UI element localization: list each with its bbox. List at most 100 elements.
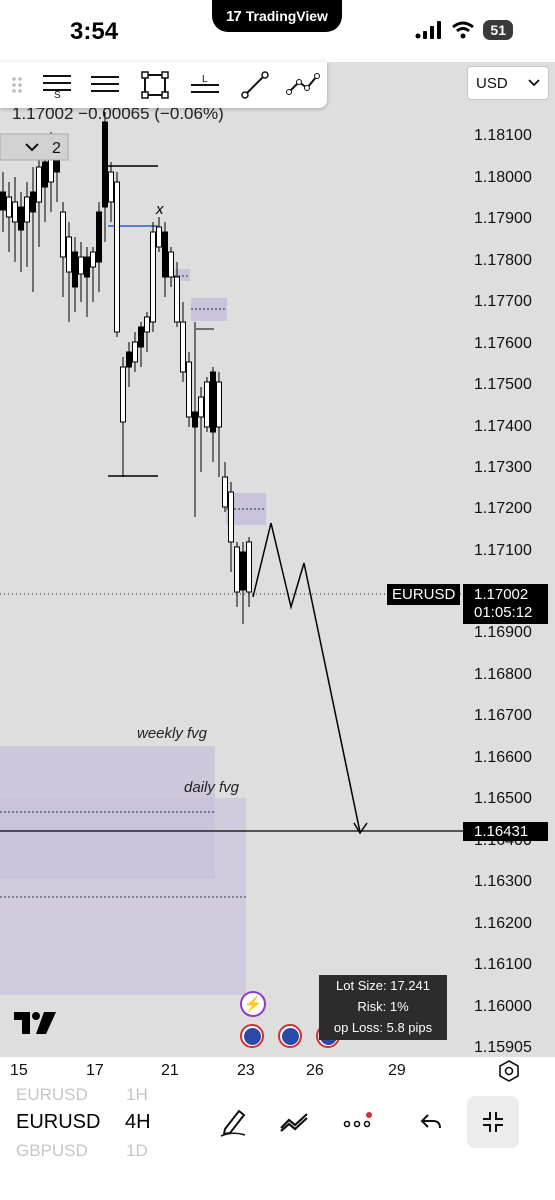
l-levels-icon[interactable]: L [188,68,222,102]
status-icons: 51 [415,20,513,40]
price-axis-label: 1.18100 [474,127,532,144]
candle-body [24,196,30,223]
price-axis-label: 1.17100 [474,542,532,559]
svg-text:L: L [202,74,208,85]
candle-body [222,476,228,508]
candle-body [162,231,168,278]
position-info-box: Lot Size: 17.241 Risk: 1% op Loss: 5.8 p… [319,975,447,1040]
date-label: 17 [86,1062,104,1079]
s-levels-icon[interactable]: S [40,68,74,102]
path-icon[interactable] [286,68,320,102]
more-icon[interactable] [343,1107,373,1137]
bar-countdown: 01:05:12 [474,604,533,621]
exit-fullscreen-button[interactable] [467,1096,519,1148]
candle-body [120,366,126,423]
active-symbol-name[interactable]: EURUSD [16,1111,101,1133]
eu-flag-event-icon[interactable] [278,1024,302,1048]
target-price-tag: 1.16431 [463,822,548,841]
symbol-tag: EURUSD [387,584,461,605]
candle-body [66,236,72,273]
currency-select[interactable]: USD [467,66,549,100]
app-pill-label: TradingView [245,8,328,24]
chevron-down-icon [25,143,39,152]
pen-icon[interactable] [218,1107,248,1137]
candle-body [72,251,78,288]
candle-body [204,381,210,428]
current-price: 1.17002 [474,586,529,603]
candle-body [150,231,156,323]
price-axis-label: 1.17300 [474,459,532,476]
price-axis-label: 1.17900 [474,210,532,227]
undo-icon[interactable] [416,1107,446,1137]
collapse-icon [483,1112,503,1132]
trendline-icon[interactable] [238,68,272,102]
indicators-icon[interactable] [279,1107,309,1137]
candle-body [12,201,18,223]
candle-body [42,161,48,188]
candle-body [210,371,216,433]
symbol-option-name[interactable]: EURUSD [16,1085,88,1104]
candle-body [180,321,186,373]
symbol-option-interval[interactable]: 1H [126,1085,148,1104]
candle-body [102,121,108,208]
candle-body [174,276,180,323]
candle-body [60,211,66,258]
candle-body [192,411,198,428]
price-chart[interactable]: 1.18100 1.18000 1.17900 1.17800 1.17700 1.176… [0,62,555,1057]
symbol-option-interval[interactable]: 1D [126,1141,148,1160]
date-label: 21 [161,1062,179,1079]
weekly-fvg-label: weekly fvg [137,725,208,742]
candle-body [216,381,222,428]
chart-area[interactable]: 1.18100 1.18000 1.17900 1.17800 1.17700 1.176… [0,62,555,1057]
flash-event-icon[interactable]: ⚡ [240,991,266,1017]
candle-body [228,491,234,543]
price-axis-label: 1.17600 [474,335,532,352]
price-axis-label: 1.16000 [474,998,532,1015]
price-axis-label: 1.16200 [474,915,532,932]
price-axis-label: 1.16700 [474,707,532,724]
date-label: 23 [237,1062,255,1079]
candle-body [6,196,12,218]
tradingview-logo [14,1012,56,1034]
price-axis-label: 1.18000 [474,169,532,186]
price-axis-label: 1.16500 [474,790,532,807]
signal-icon [415,21,442,39]
app-pill[interactable]: 17 TradingView [212,0,342,32]
risk: Risk: 1% [357,999,409,1014]
symbol-option-name[interactable]: GBPUSD [16,1141,88,1160]
daily-fvg-label: daily fvg [184,779,240,796]
candle-body [132,341,138,363]
candle-body [36,166,42,203]
tradingview-mini-logo: 17 [226,7,242,25]
price-axis-label: 1.16900 [474,624,532,641]
price-axis-label: 1.15905 [474,1039,532,1056]
rectangle-icon[interactable] [138,68,172,102]
candle-body [96,211,102,263]
battery-indicator: 51 [483,20,513,40]
x-mark: x [155,201,164,218]
candle-body [240,551,246,591]
candle-body [108,171,114,203]
date-label: 29 [388,1062,406,1079]
lines-icon[interactable] [88,68,122,102]
stop-loss: op Loss: 5.8 pips [333,1020,433,1035]
legend-count: 2 [52,140,61,157]
eu-flag-event-icon[interactable] [240,1024,264,1048]
price-axis-label: 1.17400 [474,418,532,435]
candle-body [48,156,54,183]
price-axis-label: 1.16600 [474,749,532,766]
wifi-icon [452,21,475,39]
price-axis-label: 1.17200 [474,500,532,517]
date-axis[interactable]: 15 17 21 23 26 29 [0,1057,555,1085]
candlesticks [0,112,252,624]
legend-ohlc: 1.17002 −0.00065 (−0.06%) [12,104,224,123]
projection-path [252,522,361,833]
candle-body [18,206,24,231]
chart-settings-icon[interactable] [498,1060,520,1082]
svg-text:S: S [54,90,61,99]
candle-body [246,541,252,593]
active-symbol-interval[interactable]: 4H [125,1111,151,1133]
drag-handle-icon[interactable] [0,68,34,102]
currency-value: USD [476,74,508,92]
bottom-bar: EURUSD 1H EURUSD 4H GBPUSD 1D [0,1085,555,1200]
